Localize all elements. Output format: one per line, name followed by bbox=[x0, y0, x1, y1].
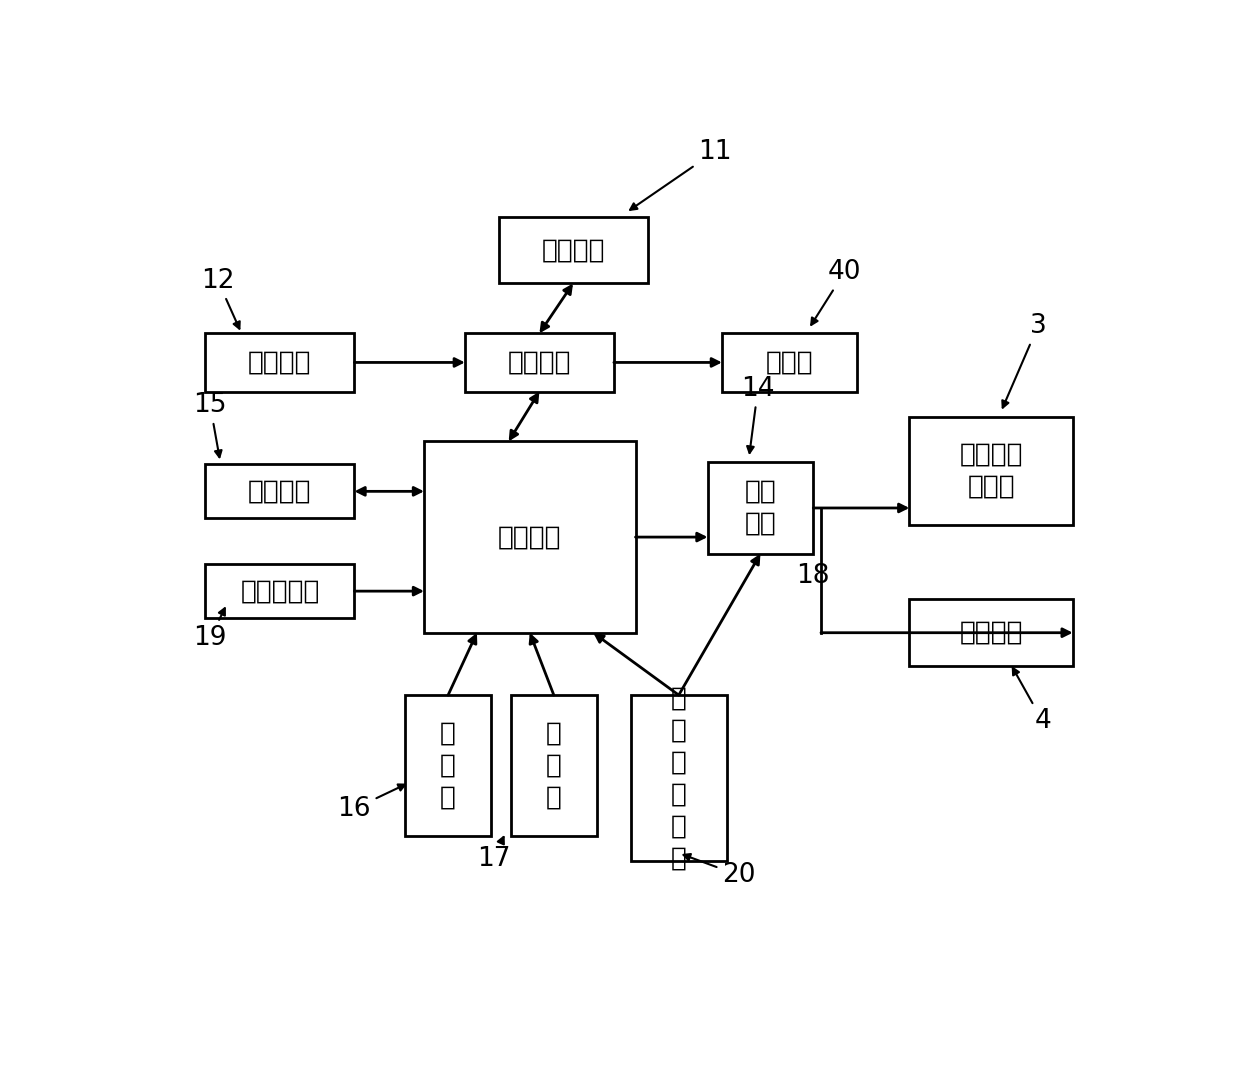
Bar bbox=[511, 696, 596, 836]
Text: 18: 18 bbox=[796, 563, 830, 589]
Bar bbox=[708, 462, 813, 554]
Bar bbox=[465, 334, 614, 392]
Text: 供电电源: 供电电源 bbox=[248, 350, 311, 376]
Text: 微处理器: 微处理器 bbox=[498, 524, 562, 550]
Text: 适配器: 适配器 bbox=[765, 350, 813, 376]
Bar bbox=[404, 696, 491, 836]
Text: 适配器驱
动装置: 适配器驱 动装置 bbox=[960, 442, 1023, 500]
Text: 通讯模块: 通讯模块 bbox=[248, 478, 311, 504]
Text: 19: 19 bbox=[193, 608, 227, 651]
Text: 存
储
器: 存 储 器 bbox=[440, 720, 456, 811]
Text: 14: 14 bbox=[742, 376, 775, 453]
Bar bbox=[631, 696, 727, 862]
Bar bbox=[206, 334, 355, 392]
Text: 12: 12 bbox=[201, 268, 239, 328]
Bar bbox=[909, 417, 1073, 525]
Bar bbox=[909, 599, 1073, 666]
Text: 15: 15 bbox=[193, 392, 227, 457]
Bar bbox=[206, 564, 355, 618]
Text: 40: 40 bbox=[811, 259, 862, 325]
Text: 蓄电池组: 蓄电池组 bbox=[542, 238, 605, 264]
Bar bbox=[206, 464, 355, 518]
Text: 定
位
器: 定 位 器 bbox=[546, 720, 562, 811]
Text: 配电单元: 配电单元 bbox=[507, 350, 572, 376]
Text: 充
电
检
测
模
块: 充 电 检 测 模 块 bbox=[671, 685, 687, 872]
Text: 3: 3 bbox=[1002, 313, 1047, 407]
Bar bbox=[498, 217, 647, 283]
Text: 20: 20 bbox=[683, 854, 755, 888]
Bar bbox=[722, 334, 857, 392]
Text: 红外摄像头: 红外摄像头 bbox=[241, 578, 320, 604]
Text: 11: 11 bbox=[630, 138, 732, 210]
Text: 驱动
模块: 驱动 模块 bbox=[744, 478, 776, 537]
Text: 17: 17 bbox=[477, 837, 511, 872]
Text: 16: 16 bbox=[337, 784, 405, 822]
Text: 传动装置: 传动装置 bbox=[960, 620, 1023, 646]
Bar bbox=[424, 442, 635, 633]
Text: 4: 4 bbox=[1013, 667, 1052, 734]
